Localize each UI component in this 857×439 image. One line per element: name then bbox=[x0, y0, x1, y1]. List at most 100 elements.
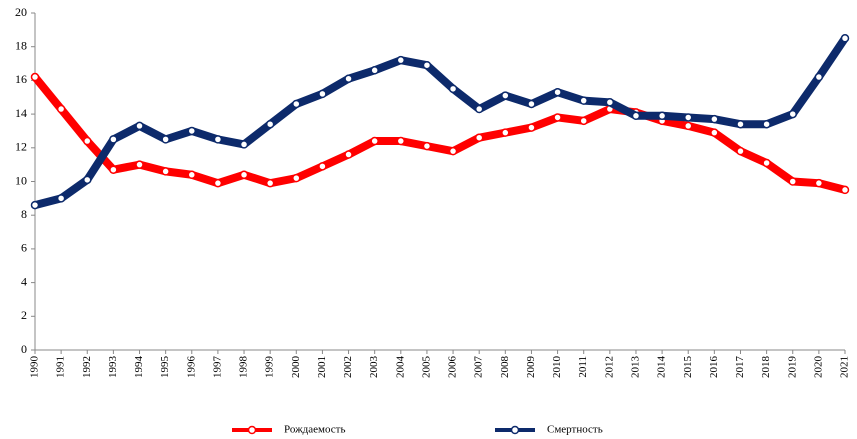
x-tick-label: 2019 bbox=[786, 356, 798, 379]
marker bbox=[788, 177, 797, 186]
x-tick-label: 2018 bbox=[760, 356, 772, 379]
x-tick-label: 2009 bbox=[525, 356, 537, 379]
x-tick-label: 1992 bbox=[81, 356, 93, 378]
marker bbox=[239, 170, 249, 180]
legend-marker bbox=[247, 425, 257, 435]
y-tick-label: 14 bbox=[15, 106, 27, 120]
marker bbox=[710, 114, 719, 124]
x-tick-label: 2001 bbox=[316, 356, 328, 378]
x-tick-label: 2017 bbox=[734, 356, 746, 379]
y-tick-label: 18 bbox=[15, 38, 27, 52]
x-tick-label: 2012 bbox=[603, 356, 615, 378]
y-tick-label: 2 bbox=[21, 308, 27, 322]
line bbox=[31, 34, 849, 210]
marker bbox=[553, 87, 562, 97]
marker bbox=[344, 150, 353, 159]
marker bbox=[736, 146, 745, 156]
x-tick-label: 2015 bbox=[682, 356, 694, 379]
marker bbox=[814, 72, 824, 82]
x-tick-label: 1993 bbox=[107, 356, 119, 379]
marker bbox=[527, 123, 536, 132]
marker bbox=[135, 160, 144, 169]
marker bbox=[370, 136, 379, 146]
marker bbox=[83, 136, 92, 146]
marker bbox=[56, 194, 66, 203]
marker bbox=[213, 135, 223, 144]
marker bbox=[448, 84, 458, 94]
marker bbox=[579, 96, 588, 105]
x-tick-label: 1999 bbox=[264, 356, 276, 379]
x-tick-label: 1994 bbox=[133, 356, 145, 379]
x-tick-label: 1997 bbox=[211, 356, 223, 379]
marker bbox=[265, 178, 275, 188]
y-tick-label: 10 bbox=[15, 173, 27, 187]
x-tick-label: 1998 bbox=[238, 356, 250, 379]
legend-label: Смертность bbox=[547, 424, 603, 436]
marker bbox=[448, 146, 458, 156]
marker bbox=[30, 72, 40, 82]
marker bbox=[736, 119, 745, 129]
marker bbox=[422, 60, 432, 70]
marker bbox=[109, 165, 118, 174]
marker bbox=[474, 104, 484, 114]
legend-label: Рождаемость bbox=[284, 424, 345, 436]
marker bbox=[135, 121, 144, 131]
marker bbox=[83, 175, 92, 185]
marker bbox=[814, 178, 824, 188]
x-tick-label: 2007 bbox=[473, 356, 485, 379]
x-tick-label: 2010 bbox=[551, 356, 563, 379]
marker bbox=[187, 126, 197, 136]
x-tick-label: 2020 bbox=[812, 356, 824, 379]
marker bbox=[161, 167, 170, 176]
marker bbox=[605, 98, 615, 107]
marker bbox=[370, 66, 379, 75]
x-tick-label: 2005 bbox=[420, 356, 432, 379]
marker bbox=[579, 116, 588, 126]
x-tick-label: 2013 bbox=[629, 356, 641, 379]
marker bbox=[657, 111, 667, 121]
marker bbox=[396, 136, 406, 146]
y-tick-label: 20 bbox=[15, 5, 27, 19]
y-tick-label: 4 bbox=[21, 274, 27, 288]
marker bbox=[318, 162, 327, 171]
marker bbox=[292, 99, 301, 109]
marker bbox=[762, 158, 771, 168]
marker bbox=[501, 128, 510, 137]
y-tick-label: 6 bbox=[21, 241, 27, 255]
y-tick-label: 16 bbox=[15, 72, 27, 86]
x-tick-label: 2002 bbox=[342, 356, 354, 378]
x-tick-label: 2006 bbox=[447, 356, 459, 379]
x-tick-label: 2011 bbox=[577, 356, 589, 378]
marker bbox=[344, 74, 353, 83]
marker bbox=[187, 170, 197, 180]
marker bbox=[292, 173, 301, 183]
marker bbox=[788, 109, 797, 119]
marker bbox=[318, 89, 327, 99]
marker bbox=[762, 119, 771, 129]
marker bbox=[474, 133, 484, 142]
marker bbox=[840, 34, 850, 43]
marker bbox=[527, 99, 536, 109]
x-tick-label: 2021 bbox=[839, 356, 851, 378]
y-tick-label: 8 bbox=[21, 207, 27, 221]
x-tick-label: 2003 bbox=[368, 356, 380, 379]
x-tick-label: 2000 bbox=[290, 356, 302, 379]
marker bbox=[631, 111, 641, 121]
x-tick-label: 1995 bbox=[159, 356, 171, 379]
y-tick-label: 0 bbox=[21, 342, 27, 356]
x-tick-label: 1990 bbox=[29, 356, 41, 379]
marker bbox=[239, 140, 249, 149]
marker bbox=[30, 200, 40, 210]
marker bbox=[840, 185, 850, 195]
marker bbox=[396, 55, 406, 65]
x-tick-label: 1996 bbox=[185, 356, 197, 379]
x-tick-label: 2016 bbox=[708, 356, 720, 379]
marker bbox=[161, 135, 170, 144]
marker bbox=[683, 113, 693, 122]
marker bbox=[710, 128, 719, 137]
x-tick-label: 2008 bbox=[499, 356, 511, 379]
x-tick-label: 1991 bbox=[55, 356, 67, 378]
marker bbox=[265, 119, 275, 129]
x-tick-label: 2014 bbox=[656, 356, 668, 379]
